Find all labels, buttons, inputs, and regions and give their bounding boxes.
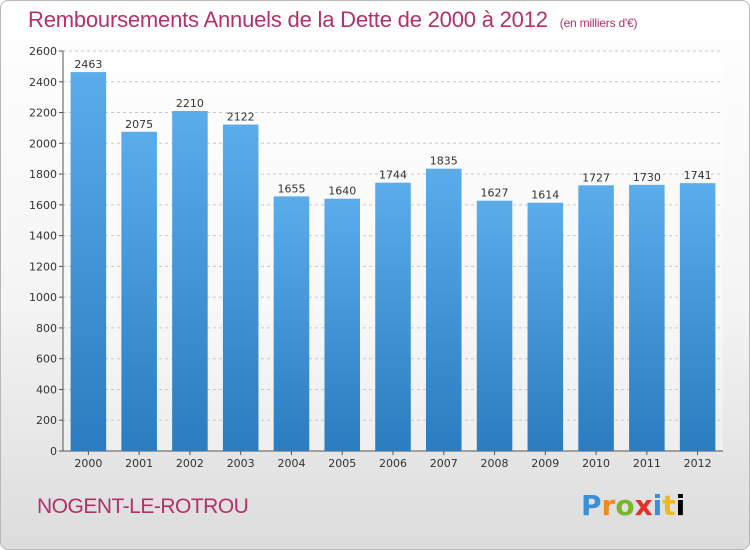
- y-tick-label: 1400: [29, 230, 57, 243]
- x-tick-label-2007: 2007: [430, 457, 458, 470]
- x-tick-label-2010: 2010: [582, 457, 610, 470]
- bar-2004: [273, 196, 310, 451]
- bar-2006: [375, 182, 411, 451]
- logo-letter: x: [634, 489, 653, 522]
- logo-letter: o: [615, 489, 635, 522]
- x-tick-label-2005: 2005: [328, 457, 356, 470]
- data-label-2004: 1655: [277, 182, 305, 195]
- y-tick-label: 1000: [29, 291, 57, 304]
- y-tick-label: 2400: [29, 76, 57, 89]
- data-label-2000: 2463: [74, 58, 102, 71]
- data-label-2001: 2075: [125, 118, 153, 131]
- bar-2010: [578, 185, 614, 452]
- y-tick-label: 1600: [29, 199, 57, 212]
- data-label-2002: 2210: [176, 97, 204, 110]
- data-label-2008: 1627: [481, 187, 509, 200]
- y-tick-label: 400: [36, 383, 57, 396]
- data-label-2003: 2122: [227, 111, 255, 124]
- x-tick-labels: 2000 2001 2002 2003 2004 2005 2006 2007 2008 2009…: [74, 457, 711, 470]
- unit-label: (en milliers d'€): [559, 16, 638, 30]
- data-label-2011: 1730: [633, 171, 661, 184]
- bar-2002: [172, 111, 208, 451]
- x-tick-label-2003: 2003: [227, 457, 255, 470]
- bars: [70, 72, 716, 452]
- x-tick-label-2011: 2011: [633, 457, 661, 470]
- y-tick-labels: 0 200 400 600 800 1000 1200 1400 1600 1800 2000 220…: [29, 45, 57, 458]
- logo-letter: r: [601, 489, 616, 522]
- y-tick-label: 200: [36, 414, 57, 427]
- y-tick-label: 600: [36, 353, 57, 366]
- data-label-2006: 1744: [379, 169, 407, 182]
- x-tick-label-2004: 2004: [277, 457, 305, 470]
- logo-letter: i: [652, 489, 663, 522]
- x-tick-label-2006: 2006: [379, 457, 407, 470]
- x-tick-label-2001: 2001: [125, 457, 153, 470]
- x-tick-label-2009: 2009: [531, 457, 559, 470]
- data-label-2007: 1835: [430, 155, 458, 168]
- data-label-2010: 1727: [582, 171, 610, 184]
- logo-letter: t: [662, 489, 676, 522]
- x-tick-label-2012: 2012: [684, 457, 712, 470]
- y-tick-label: 2000: [29, 137, 57, 150]
- bar-2000: [70, 72, 107, 452]
- bar-2003: [222, 124, 259, 452]
- bar-2012: [679, 183, 716, 451]
- data-label-2009: 1614: [531, 189, 559, 202]
- y-tick-label: 1800: [29, 168, 57, 181]
- y-tick-label: 2200: [29, 107, 57, 120]
- bar-2008: [476, 200, 513, 451]
- logo-letter: P: [581, 489, 602, 522]
- title-text: Remboursements Annuels de la Dette de 20…: [28, 7, 548, 32]
- data-labels: 2463 2075 2210 2122 1655 1640 1744 1835 1627 1614…: [74, 58, 711, 202]
- bar-2011: [629, 184, 665, 451]
- x-tick-label-2002: 2002: [176, 457, 204, 470]
- bar-2001: [121, 131, 157, 451]
- x-tick-label-2000: 2000: [74, 457, 102, 470]
- data-label-2005: 1640: [328, 185, 356, 198]
- bar-2009: [527, 202, 564, 451]
- y-tick-label: 2600: [29, 45, 57, 58]
- x-tick-label-2008: 2008: [481, 457, 509, 470]
- proxiti-logo: Proxiti: [581, 489, 685, 522]
- city-name: NOGENT-LE-ROTROU: [37, 495, 249, 518]
- chart-title: Remboursements Annuels de la Dette de 20…: [28, 7, 638, 33]
- bar-2007: [426, 168, 462, 451]
- y-tick-label: 0: [50, 445, 57, 458]
- data-label-2012: 1741: [684, 169, 712, 182]
- y-tick-label: 1200: [29, 260, 57, 273]
- bar-2005: [324, 198, 360, 451]
- logo-letter: i: [675, 489, 686, 522]
- y-tick-label: 800: [36, 322, 57, 335]
